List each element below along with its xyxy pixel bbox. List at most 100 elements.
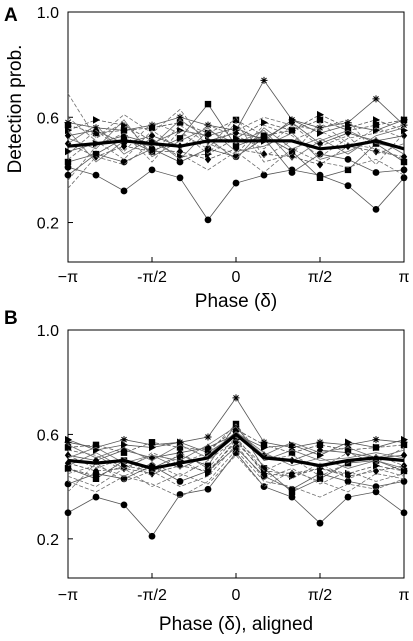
panel-b-series-marker [204,485,212,493]
panel-b-series-marker [288,449,296,456]
panel-b-series-marker [92,466,100,475]
panel-b-series-marker [373,461,380,470]
panel-b-y-tick-label: 0.2 [37,532,59,549]
panel-a-series-marker [344,166,352,174]
panel-a-series-marker [204,155,212,164]
panel-a-x-tick-label: π/2 [308,269,332,286]
panel-a-series-marker [260,171,268,179]
panel-a-series-line [67,124,405,160]
panel-a-y-tick-label: 1.0 [37,5,59,22]
panel-a-series-marker [120,158,128,166]
panel-a-series-marker [372,205,380,213]
panel-b-mean-line [67,432,405,470]
panel-b-series-marker [64,438,72,446]
panel-a-series-marker [288,127,296,134]
panel-a-series-marker [148,166,156,174]
panel-b-series-marker [204,433,212,441]
panel-a-series-marker [148,131,156,140]
panel-b-series-marker [260,441,268,449]
panel-b-series-marker [92,475,100,482]
panel-b-series-marker [401,435,408,444]
panel-a-series-marker [260,132,268,139]
panel-b-x-tick-label: 0 [232,587,241,604]
panel-b-letter: B [4,308,18,329]
panel-b-series-marker [288,485,296,493]
panel-b-series-marker [148,439,156,446]
panel-b-series-marker [316,519,324,527]
panel-a-series-marker [176,147,184,156]
panel-b-series-marker [372,436,380,444]
panel-a-series-marker [64,158,72,166]
panel-b-series-line [67,431,405,469]
panel-b-series-marker [92,493,100,501]
panel-b-series-marker [176,461,184,470]
panel-a-plot-area: 0.2 0.6 1.0 −π -π/2 0 π/2 π [37,5,410,286]
panel-a-series-marker [121,121,128,129]
panel-a-series-marker [64,121,72,129]
panel-a-series-marker [372,169,380,176]
panel-a-series-marker [288,169,296,176]
panel-a-series-marker [176,158,184,166]
panel-b-series-marker [372,444,380,451]
panel-a-series-marker [288,148,296,155]
panel-a-y-tick-label: 0.2 [37,216,59,233]
panel-a-series-marker [176,174,184,182]
panel-b-series-marker [344,493,352,501]
panel-a-series-line [67,116,405,166]
panel-b-series-marker [120,501,128,509]
panel-a-x-tick-label: −π [58,269,78,286]
panel-a-series-marker [176,135,184,142]
panel-a-series-marker [148,147,156,156]
panel-a-series-line [67,121,405,181]
panel-a-series-marker [65,147,72,156]
panel-b-series-marker [120,449,128,456]
panel-a-series-marker [373,116,380,124]
panel-b-y-tick-label: 0.6 [37,427,59,444]
panel-a-series-marker [372,121,380,129]
panel-b-series-marker [288,493,296,501]
panel-a-series-marker [64,131,72,140]
panel-a-series-marker [148,124,156,131]
panel-a-series-marker [93,116,100,124]
panel-b-series-marker [316,475,324,482]
panel-b-series-marker [345,438,352,447]
panel-b-series-line [67,449,405,498]
panel-b-series-marker [204,446,212,454]
panel-a-series-marker [344,182,352,190]
panel-a-series-marker [316,116,324,124]
panel-b-series-line [67,423,405,472]
panel-b-series-line [67,444,405,493]
panel-b-series-marker [400,478,408,485]
panel-a-series-marker [260,76,268,84]
panel-b-series-marker [400,441,408,449]
panel-b-series-marker [232,426,240,433]
panel-a-series-marker [344,155,352,163]
panel-a-series-marker [176,119,184,126]
panel-b-series-marker [121,441,128,449]
panel-a-series-marker [232,179,240,187]
panel-a-series-marker [344,119,352,127]
panel-a-series-marker [317,129,324,137]
panel-a-letter: A [4,5,18,26]
panel-b-series-marker [120,436,128,444]
panel-a-series-marker [92,171,100,179]
panel-a-series-marker [233,123,240,132]
panel-b-series-marker [401,467,408,475]
panel-b-series-marker [316,441,324,449]
panel-b-series-marker [176,478,184,485]
panel-a-series-marker [64,171,72,179]
panel-a-series-line [67,116,405,158]
panel-a-x-tick-label: -π/2 [137,269,167,286]
panel-b-x-tick-label: −π [58,587,78,604]
panel-b-series-marker [176,448,184,457]
panel-a-series-marker [176,113,184,121]
panel-b-series-line [67,439,405,480]
panel-a-mean-line [67,139,405,151]
panel-a-y-tick-label: 0.6 [37,110,59,127]
panel-b-series-marker [317,451,324,460]
panel-a-series-marker [316,174,324,181]
panel-a-series-marker [92,129,100,137]
panel-b-series-marker [344,446,352,454]
panel-b-series-line [67,436,405,477]
panel-a-series-marker [204,129,212,137]
